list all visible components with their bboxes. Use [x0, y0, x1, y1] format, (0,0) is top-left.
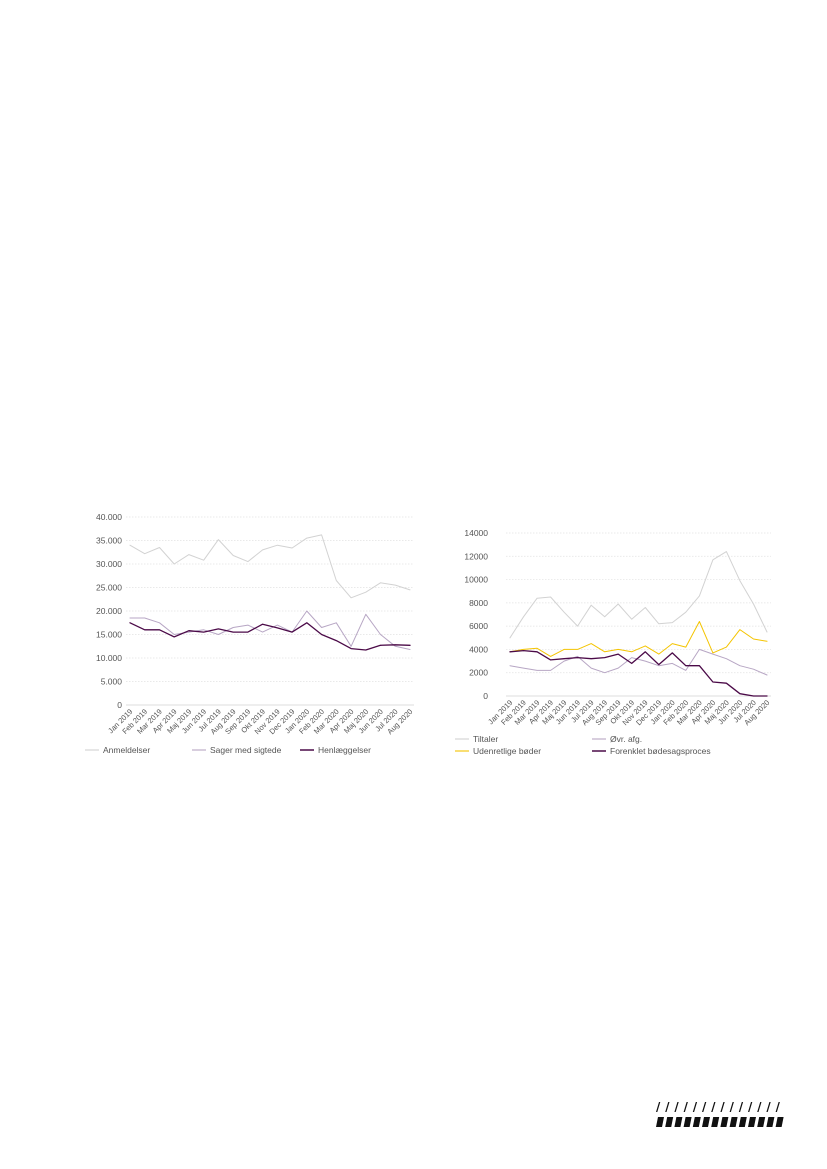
- series-line-øvr-afg-: [509, 648, 768, 676]
- logo-block: [683, 1117, 692, 1127]
- logo-stroke: [674, 1102, 679, 1112]
- legend-label: Henlæggelser: [318, 745, 371, 755]
- y-tick-label: 4000: [469, 644, 488, 654]
- logo-block: [674, 1117, 683, 1127]
- series-line-tiltaler: [509, 551, 768, 639]
- series-line-henlæggelser: [129, 622, 411, 651]
- logo-stroke: [766, 1102, 771, 1112]
- logo-stroke: [738, 1102, 744, 1112]
- logo-block: [757, 1117, 766, 1127]
- y-tick-label: 0: [483, 691, 488, 701]
- y-tick-label: 0: [117, 700, 122, 710]
- logo-stroke: [683, 1102, 688, 1112]
- series-line-udenretlige-bøder: [509, 621, 768, 657]
- logo-stroke: [692, 1102, 698, 1112]
- logo-stroke: [748, 1102, 753, 1112]
- logo-block: [656, 1117, 664, 1127]
- logo-stroke: [775, 1102, 780, 1112]
- logo-block: [711, 1117, 720, 1127]
- y-tick-label: 2000: [469, 668, 488, 678]
- logo-stroke: [720, 1102, 725, 1112]
- logo-block: [748, 1117, 756, 1127]
- logo-block: [766, 1117, 775, 1127]
- y-tick-label: 12000: [464, 551, 488, 561]
- logo-stroke: [711, 1102, 716, 1112]
- legend-label: Øvr. afg.: [610, 734, 642, 744]
- legend-label: Sager med sigtede: [210, 745, 282, 755]
- y-tick-label: 5.000: [101, 677, 123, 687]
- logo-stroke: [757, 1102, 762, 1112]
- legend-label: Forenklet bødesagsproces: [610, 746, 711, 756]
- legend-label: Anmeldelser: [103, 745, 150, 755]
- y-tick-label: 8000: [469, 598, 488, 608]
- logo-block: [729, 1117, 738, 1127]
- series-line-sager-med-sigtede: [129, 610, 411, 650]
- y-tick-label: 30.000: [96, 559, 122, 569]
- logo-stroke: [665, 1102, 670, 1112]
- y-tick-label: 15.000: [96, 630, 122, 640]
- logo-block: [738, 1117, 747, 1127]
- chart-cases-reports: 0 5.000 10.000 15.000 20.000 25.000 30.000 35.0…: [85, 512, 414, 755]
- logo-block: [665, 1117, 674, 1127]
- logo-block: [692, 1117, 701, 1127]
- series-line-anmeldelser: [129, 534, 411, 599]
- logo-block: [775, 1117, 784, 1127]
- logo-block: [702, 1117, 710, 1127]
- logo-stroke: [702, 1102, 707, 1112]
- logo-block: [720, 1117, 729, 1127]
- y-tick-label: 40.000: [96, 512, 122, 522]
- series-line-forenklet-bødesagsproces: [509, 649, 768, 697]
- y-tick-label: 6000: [469, 621, 488, 631]
- logo-stroke: [729, 1102, 734, 1112]
- y-tick-label: 14000: [464, 528, 488, 538]
- logo-stroke: [656, 1102, 661, 1112]
- y-tick-label: 10000: [464, 575, 488, 585]
- y-tick-label: 10.000: [96, 653, 122, 663]
- hatch-logo: [656, 1102, 784, 1127]
- y-tick-label: 35.000: [96, 536, 122, 546]
- y-tick-label: 25.000: [96, 583, 122, 593]
- legend-label: Tiltaler: [473, 734, 498, 744]
- y-tick-label: 20.000: [96, 606, 122, 616]
- legend-label: Udenretlige bøder: [473, 746, 541, 756]
